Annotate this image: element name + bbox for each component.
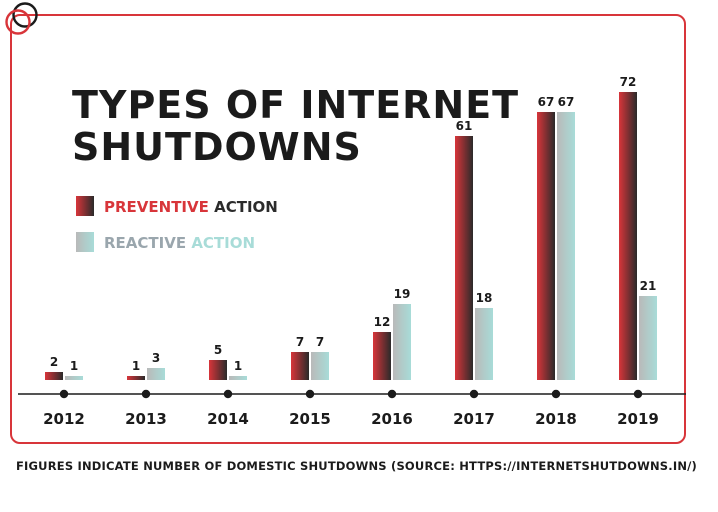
axis-dot-2016	[387, 389, 397, 399]
value-label-reactive-2014: 1	[234, 359, 242, 373]
bar-reactive-2016	[393, 304, 411, 380]
bar-preventive-2014	[209, 360, 227, 380]
value-label-preventive-2019: 72	[620, 75, 637, 89]
x-tick-label-2014: 2014	[207, 410, 249, 428]
bar-preventive-2013	[127, 376, 145, 380]
legend-label-preventive: PREVENTIVE ACTION	[104, 198, 278, 216]
bar-reactive-2017	[475, 308, 493, 380]
value-label-reactive-2016: 19	[394, 287, 411, 301]
axis-dot-2017	[469, 389, 479, 399]
axis-dot-2019	[633, 389, 643, 399]
bar-reactive-2015	[311, 352, 329, 380]
x-tick-label-2016: 2016	[371, 410, 413, 428]
value-label-reactive-2019: 21	[640, 279, 657, 293]
x-tick-label-2013: 2013	[125, 410, 167, 428]
bar-preventive-2016	[373, 332, 391, 380]
chart-title-line-2: SHUTDOWNS	[72, 125, 362, 169]
legend-label-preventive-rest: ACTION	[209, 198, 278, 216]
value-label-preventive-2013: 1	[132, 359, 140, 373]
x-tick-label-2015: 2015	[289, 410, 331, 428]
legend-label-preventive-main: PREVENTIVE	[104, 198, 209, 216]
legend-swatch-preventive	[76, 196, 94, 216]
value-label-reactive-2017: 18	[476, 291, 493, 305]
x-tick-label-2018: 2018	[535, 410, 577, 428]
value-label-preventive-2014: 5	[214, 343, 222, 357]
bar-reactive-2019	[639, 296, 657, 380]
axis-dot-2015	[305, 389, 315, 399]
bar-reactive-2013	[147, 368, 165, 380]
value-label-preventive-2018: 67	[538, 95, 555, 109]
value-label-reactive-2015: 7	[316, 335, 324, 349]
value-label-reactive-2018: 67	[558, 95, 575, 109]
value-label-preventive-2015: 7	[296, 335, 304, 349]
value-label-preventive-2012: 2	[50, 355, 58, 369]
bar-preventive-2012	[45, 372, 63, 380]
axis-dot-2018	[551, 389, 561, 399]
legend-label-reactive-main: REACTIVE	[104, 234, 186, 252]
x-tick-label-2012: 2012	[43, 410, 85, 428]
legend-label-reactive: REACTIVE ACTION	[104, 234, 255, 252]
axis-dot-2012	[59, 389, 69, 399]
axis-dot-2014	[223, 389, 233, 399]
value-label-reactive-2012: 1	[70, 359, 78, 373]
bar-reactive-2014	[229, 376, 247, 380]
chart-frame	[10, 14, 686, 444]
legend-label-reactive-rest: ACTION	[186, 234, 255, 252]
value-label-reactive-2013: 3	[152, 351, 160, 365]
x-tick-label-2017: 2017	[453, 410, 495, 428]
chart-title-line-1: TYPES OF INTERNET	[72, 83, 519, 127]
logo-icon	[5, 2, 38, 35]
footnote: FIGURES INDICATE NUMBER OF DOMESTIC SHUT…	[16, 459, 697, 473]
legend-swatch-reactive	[76, 232, 94, 252]
bar-reactive-2018	[557, 112, 575, 380]
bar-preventive-2018	[537, 112, 555, 380]
x-tick-label-2019: 2019	[617, 410, 659, 428]
bar-preventive-2019	[619, 92, 637, 380]
bar-preventive-2017	[455, 136, 473, 380]
bar-preventive-2015	[291, 352, 309, 380]
axis-dot-2013	[141, 389, 151, 399]
value-label-preventive-2016: 12	[374, 315, 391, 329]
value-label-preventive-2017: 61	[456, 119, 473, 133]
bar-reactive-2012	[65, 376, 83, 380]
